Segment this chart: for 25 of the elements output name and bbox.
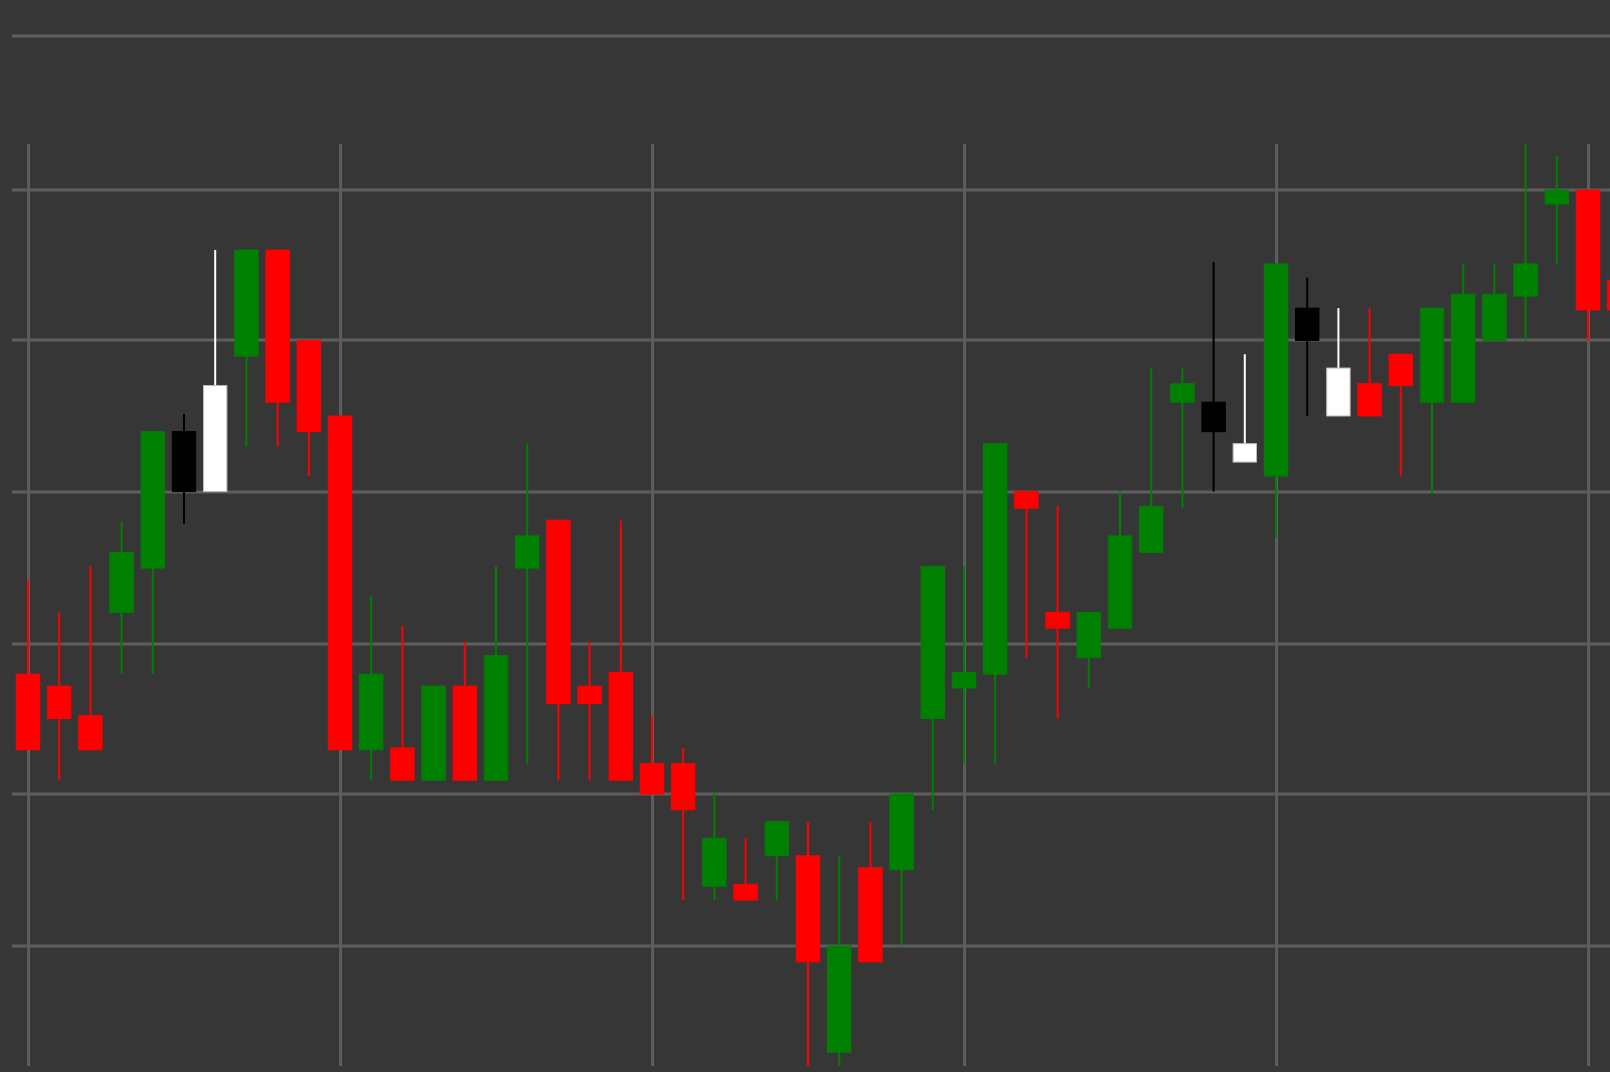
candlestick [577,640,602,782]
candlestick [764,820,789,902]
candlestick [390,625,415,782]
candlestick [1513,144,1538,342]
candlestick [1357,307,1382,417]
candlestick [671,746,696,902]
candlestick [78,565,103,751]
candlestick [515,442,540,765]
candlestick [1076,611,1101,689]
candlestick [951,565,977,765]
candlestick [1544,154,1569,265]
candlestick [702,791,727,902]
candlestick [1014,490,1039,659]
candlestick [1139,367,1164,554]
candlestick [1295,276,1320,417]
candlestick [1045,505,1070,720]
candlestick [733,837,758,902]
candlestick [639,714,665,796]
candlestick [1232,353,1257,464]
candlestick [47,611,72,782]
candlestick [1326,307,1351,417]
candlestick [1201,261,1226,493]
candlestick [1388,353,1413,477]
candlestick [1170,367,1195,510]
candlestick [1482,262,1507,342]
